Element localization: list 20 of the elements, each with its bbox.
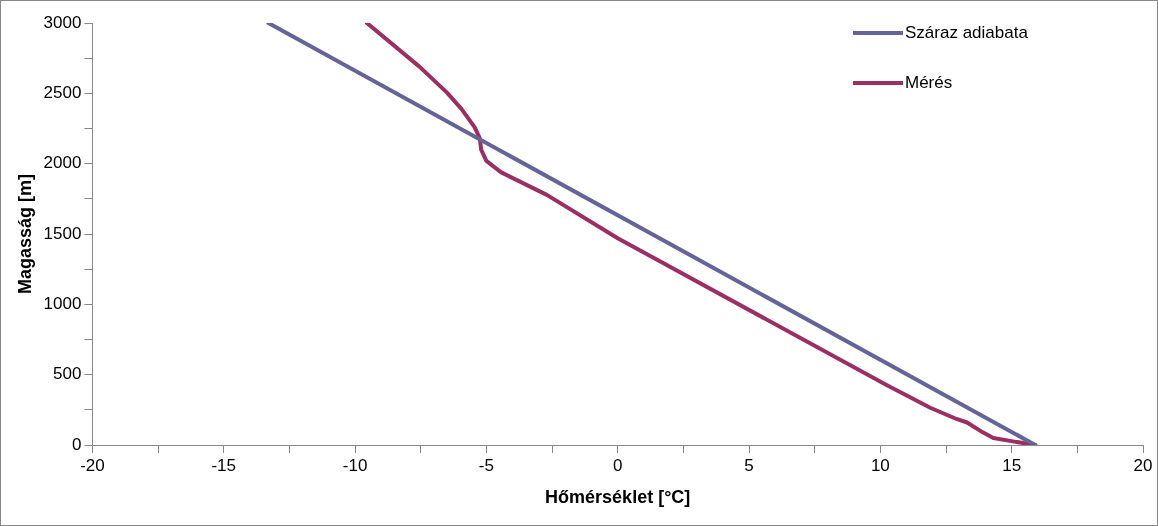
x-tick-label: 5 (744, 455, 754, 475)
y-tick-label: 1000 (43, 294, 82, 314)
x-tick-label: 10 (870, 455, 890, 475)
x-tick-label: -10 (342, 455, 368, 475)
x-tick-label: 15 (1002, 455, 1022, 475)
y-tick-label: 1500 (43, 223, 82, 243)
x-tick-label: 0 (612, 455, 623, 475)
legend-label: Mérés (905, 72, 953, 92)
x-axis-title: Hőmérséklet [°C] (545, 487, 691, 508)
y-tick-label: 3000 (43, 12, 82, 32)
x-tick-label: -20 (80, 455, 105, 475)
x-tick-label: -5 (478, 455, 494, 475)
legend-label: Száraz adiabata (905, 22, 1029, 42)
y-tick-label: 2500 (43, 83, 82, 103)
x-tick-label: 20 (1133, 455, 1153, 475)
y-tick-label: 0 (71, 434, 82, 454)
y-tick-label: 2000 (43, 153, 82, 173)
y-tick-label: 500 (53, 364, 82, 384)
x-tick-label: -15 (211, 455, 237, 475)
y-axis-title: Magasság [m] (14, 173, 35, 295)
